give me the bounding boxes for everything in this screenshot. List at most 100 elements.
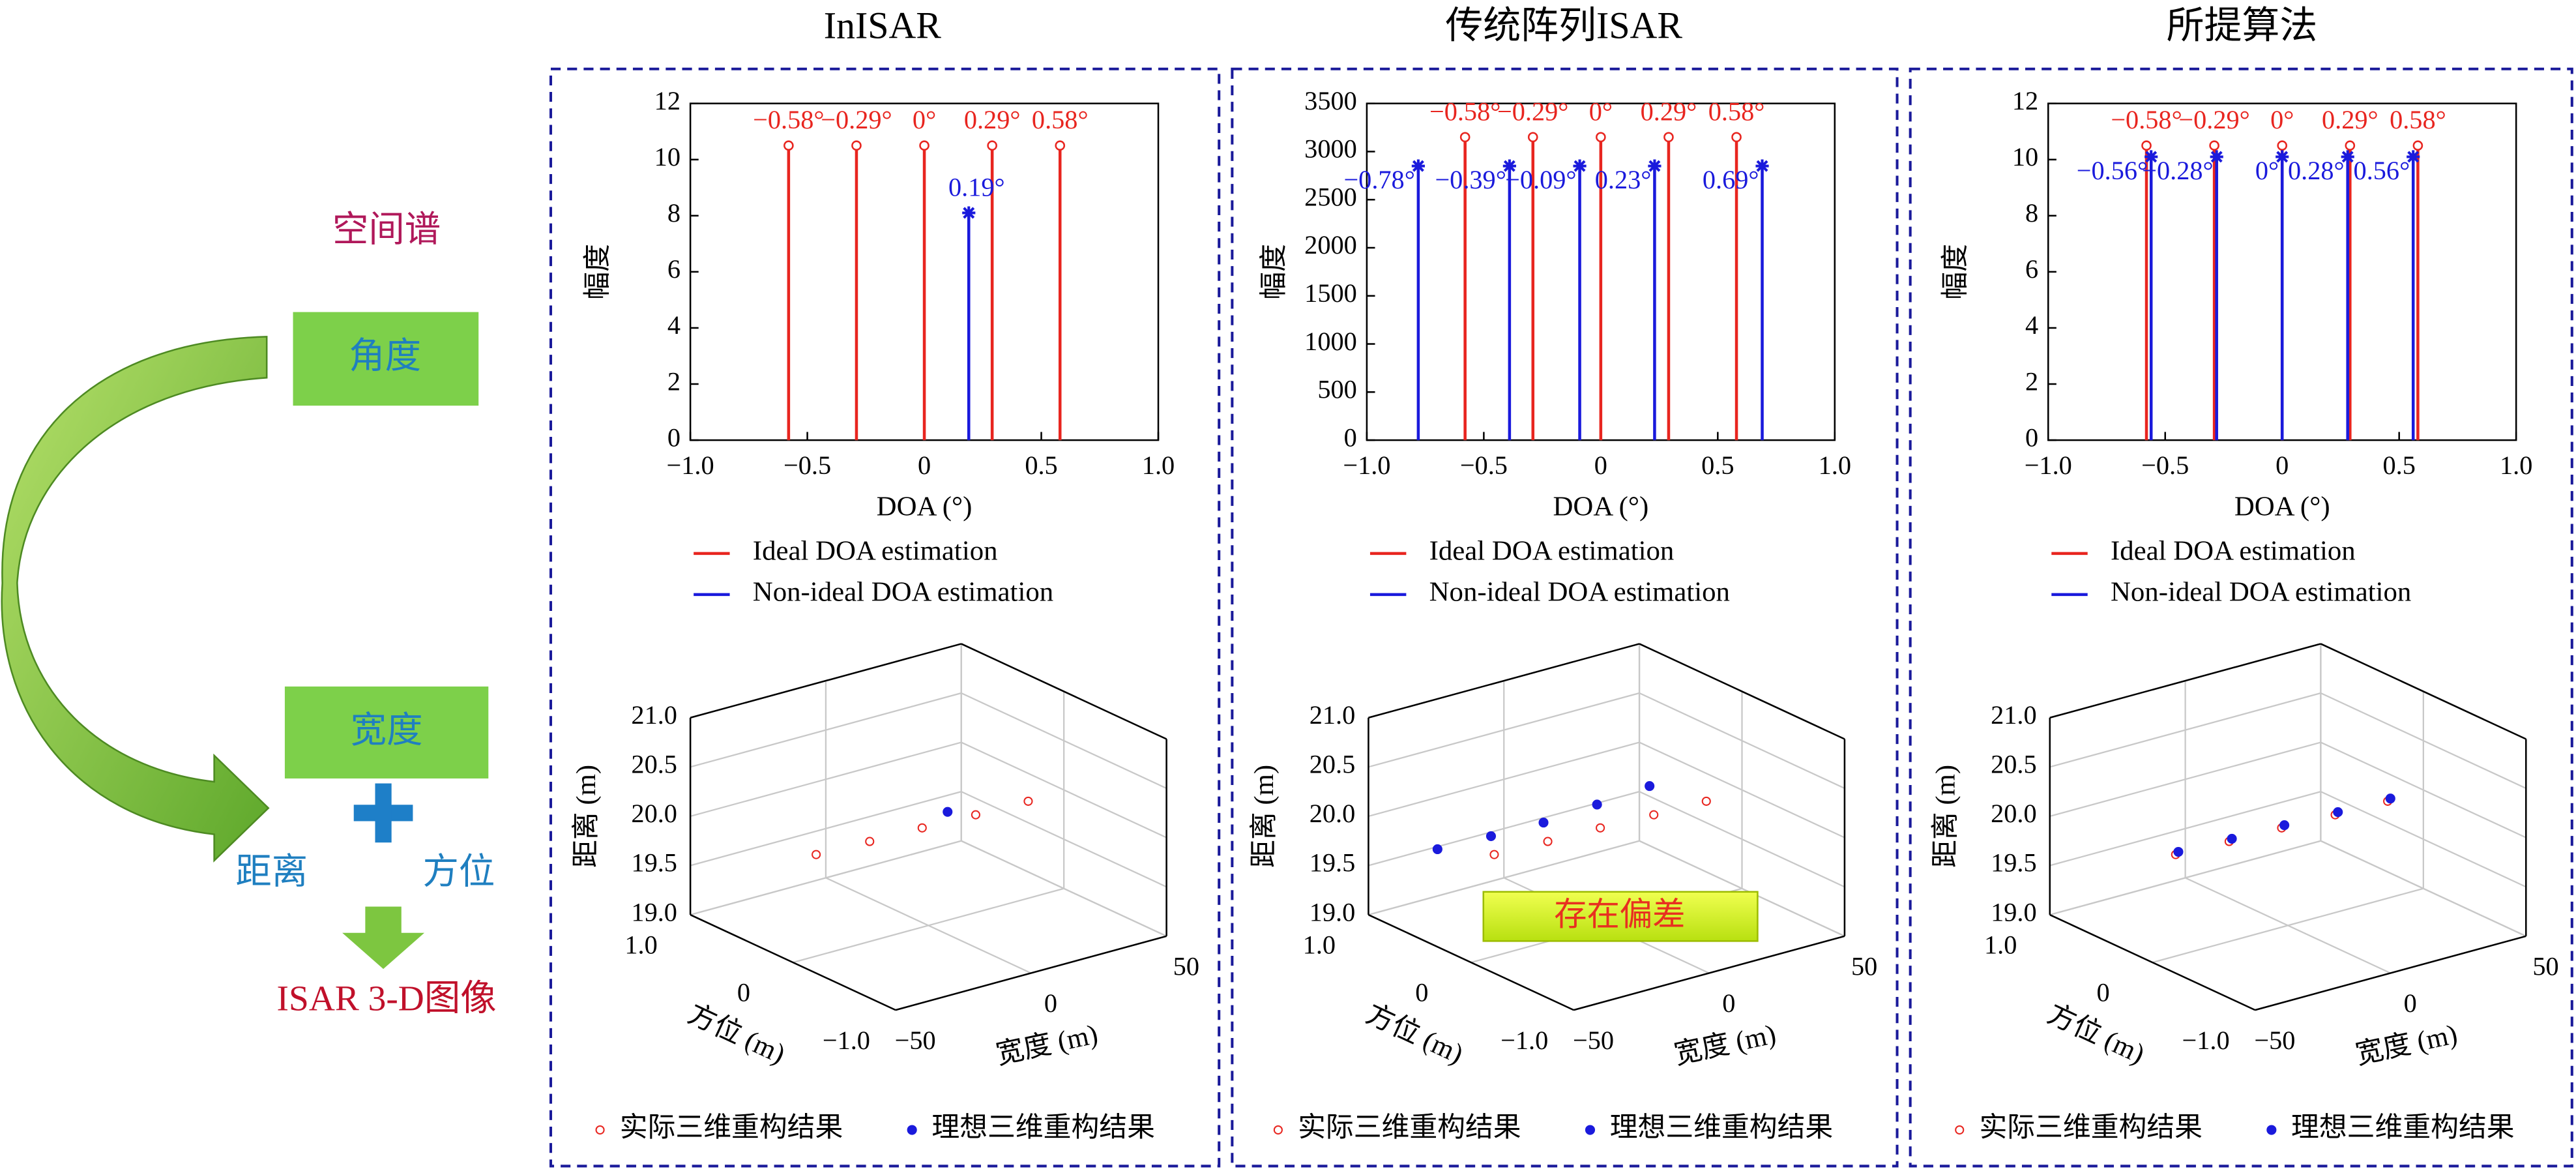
stem-marker: [919, 140, 929, 151]
stem-label: 0.29°: [964, 105, 1021, 134]
stem-marker: [1663, 132, 1674, 143]
z-tick-label: 20.5: [1310, 750, 1356, 779]
scatter-point: [1023, 796, 1033, 806]
panel-title: 传统阵列ISAR: [1445, 5, 1682, 47]
stem-marker: [2209, 140, 2219, 151]
stem-label: −0.29°: [821, 105, 892, 134]
legend-marker: [1585, 1125, 1596, 1135]
stem-marker: [1411, 159, 1425, 173]
x-tick-label: −0.5: [2141, 451, 2189, 480]
scatter-point: [917, 823, 927, 833]
down-arrow: [342, 906, 425, 970]
y-tick-label: 12: [654, 86, 681, 115]
y-tick-label: 1000: [1304, 327, 1357, 356]
stem-label: −0.28°: [2142, 156, 2213, 185]
stem-label: −0.29°: [2178, 105, 2249, 134]
y-axis-label: 幅度: [1940, 244, 1971, 300]
y-tick-label: 500: [1317, 375, 1356, 404]
axis-edge: [2049, 913, 2256, 1011]
legend-label: 理想三维重构结果: [931, 1112, 1155, 1143]
stem-label: 0.23°: [1595, 165, 1652, 194]
y-tick-label: 0: [2404, 988, 2417, 1018]
stem-marker: [1731, 132, 1742, 143]
axis-edge: [1573, 935, 1845, 1011]
grid-line: [2152, 887, 2424, 964]
grid-line: [793, 887, 1064, 964]
stem-marker: [2277, 140, 2288, 151]
y-tick-label: −50: [1573, 1026, 1614, 1055]
x-tick-label: −1.0: [667, 451, 714, 480]
stem-marker: [962, 206, 976, 220]
spectrum-label: 空间谱: [332, 209, 441, 249]
stem-marker: [1755, 159, 1769, 173]
x-tick-label: 0.5: [1025, 451, 1057, 480]
stem-label: 0.28°: [2288, 156, 2345, 185]
stem-label: −0.78°: [1343, 165, 1414, 194]
legend-label: Ideal DOA estimation: [753, 536, 998, 567]
axis-edge: [2049, 643, 2321, 719]
stem-label: −0.56°: [2077, 156, 2148, 185]
width-label: 宽度: [351, 711, 423, 750]
scatter-point: [1596, 823, 1605, 833]
z-tick-label: 21.0: [631, 700, 677, 730]
x-tick-label: 0: [737, 978, 750, 1007]
stem-marker: [1055, 140, 1066, 151]
stem-label: 0°: [913, 105, 936, 134]
y-tick-label: 50: [1851, 951, 1877, 981]
y-tick-label: 0: [1344, 422, 1357, 452]
scatter-point: [971, 810, 980, 820]
grid-line: [1368, 840, 1640, 916]
legend-label: 实际三维重构结果: [1298, 1112, 1521, 1143]
stem-label: −0.39°: [1435, 165, 1506, 194]
legend-label: 实际三维重构结果: [620, 1112, 843, 1143]
stem-label: −0.09°: [1505, 165, 1576, 194]
x-tick-label: 1.0: [2500, 451, 2532, 480]
x-tick-label: −1.0: [2025, 451, 2072, 480]
curved-arrow: [1, 336, 270, 863]
stem-label: 0.58°: [1708, 96, 1765, 126]
stem-label: 0.58°: [2390, 105, 2446, 134]
x-tick-label: −0.5: [1460, 451, 1508, 480]
y-tick-label: 2000: [1304, 230, 1357, 259]
stem-marker: [2141, 140, 2152, 151]
plus-v: [375, 783, 392, 843]
legend-label: Non-ideal DOA estimation: [753, 577, 1053, 608]
x-tick-label: 0.5: [2383, 451, 2416, 480]
axis-edge: [2255, 935, 2526, 1011]
x-tick-label: 0: [2276, 451, 2289, 480]
stem-marker: [1502, 159, 1516, 173]
scatter-point: [1701, 796, 1711, 806]
stem-marker: [2210, 150, 2223, 164]
x-tick-label: 1.0: [1984, 930, 2017, 960]
stem-marker: [2412, 140, 2423, 151]
z-tick-label: 20.5: [1991, 750, 2037, 779]
scatter-point: [1592, 799, 1602, 810]
legend-label: Ideal DOA estimation: [2111, 536, 2356, 567]
y-tick-label: 50: [2532, 951, 2558, 981]
axis-edge: [961, 643, 1167, 740]
y-tick-label: 2500: [1304, 182, 1357, 211]
stem-label: 0.69°: [1703, 165, 1759, 194]
x-tick-label: 1.0: [1142, 451, 1175, 480]
stem-label: 0.58°: [1032, 105, 1089, 134]
stem-marker: [783, 140, 794, 151]
z-tick-label: 19.5: [1310, 848, 1356, 878]
z-tick-label: 21.0: [1310, 700, 1356, 730]
angle-label: 角度: [349, 336, 421, 376]
y-tick-label: 2: [2025, 366, 2038, 396]
panel-frame: [1231, 67, 1899, 1168]
axis-edge: [895, 935, 1167, 1011]
y-tick-label: −50: [2254, 1026, 2295, 1055]
stem-label: 0.56°: [2354, 156, 2410, 185]
y-tick-label: 8: [2025, 198, 2038, 228]
z-tick-label: 21.0: [1991, 700, 2037, 730]
scatter-point: [2227, 833, 2237, 844]
legend-label: Ideal DOA estimation: [1429, 536, 1675, 567]
x-tick-label: −1.0: [823, 1026, 870, 1055]
angle-box: [293, 312, 479, 406]
x-axis-label: DOA (°): [1553, 492, 1648, 522]
y-tick-label: 4: [667, 310, 681, 340]
y-tick-label: 10: [2012, 142, 2038, 171]
y-tick-label: 0: [2025, 422, 2038, 452]
